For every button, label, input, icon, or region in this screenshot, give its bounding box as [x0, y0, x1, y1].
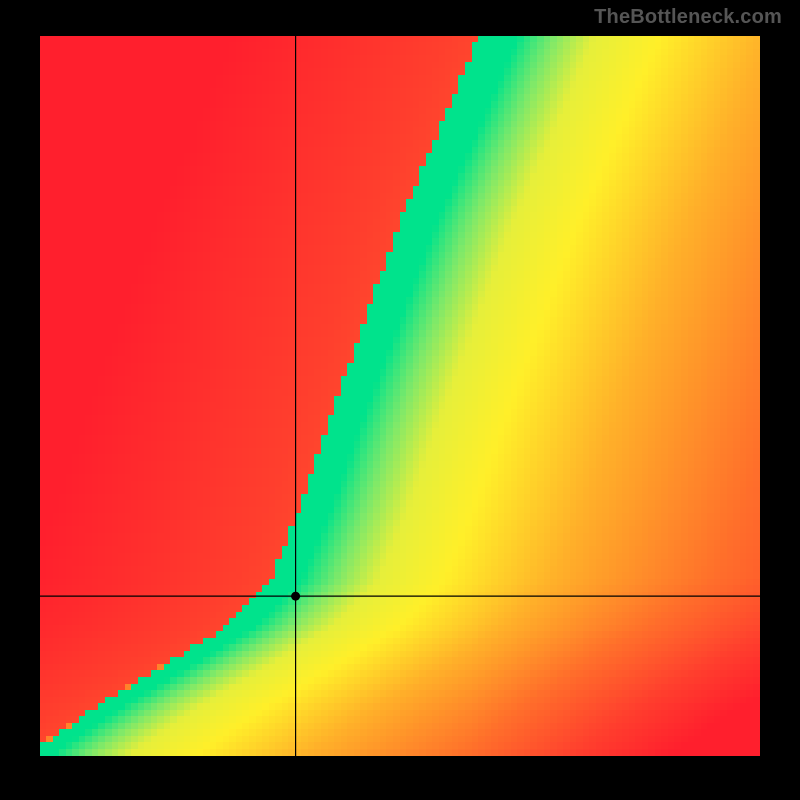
bottleneck-heatmap [40, 36, 760, 756]
watermark-text: TheBottleneck.com [594, 6, 782, 29]
chart-container: TheBottleneck.com [0, 0, 800, 800]
